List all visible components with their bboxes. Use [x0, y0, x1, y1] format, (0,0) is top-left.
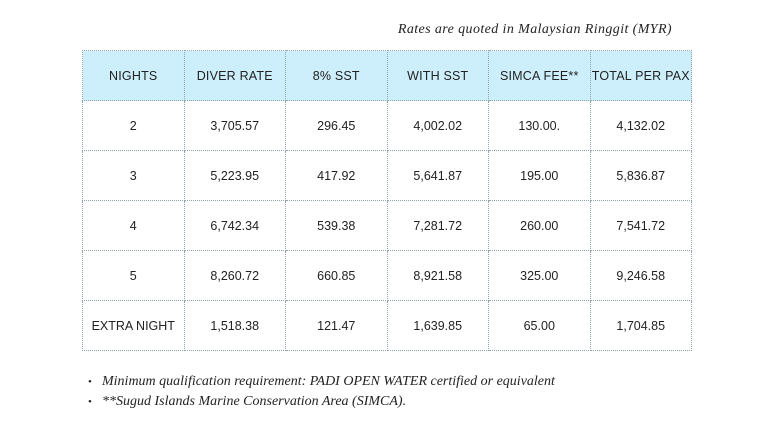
- footnote-text: **Sugud Islands Marine Conservation Area…: [102, 394, 407, 409]
- cell-nights: 3: [82, 150, 185, 201]
- cell-simca-fee: 325.00: [488, 250, 591, 301]
- cell-nights: 2: [82, 100, 185, 151]
- footnote-simca: • **Sugud Islands Marine Conservation Ar…: [88, 392, 555, 412]
- footnote-text: Minimum qualification requirement: PADI …: [102, 374, 555, 389]
- header-nights: NIGHTS: [82, 50, 185, 101]
- table-row: 3 5,223.95 417.92 5,641.87 195.00 5,836.…: [82, 150, 692, 201]
- cell-diver-rate: 8,260.72: [183, 250, 286, 301]
- header-diver-rate: DIVER RATE: [183, 50, 286, 101]
- header-with-sst: WITH SST: [386, 50, 489, 101]
- table-row: 2 3,705.57 296.45 4,002.02 130.00. 4,132…: [82, 100, 692, 151]
- table-header-row: NIGHTS DIVER RATE 8% SST WITH SST SIMCA …: [82, 50, 692, 101]
- cell-nights: 4: [82, 200, 185, 251]
- cell-simca-fee: 65.00: [488, 300, 591, 351]
- table-row: 4 6,742.34 539.38 7,281.72 260.00 7,541.…: [82, 200, 692, 251]
- cell-simca-fee: 195.00: [488, 150, 591, 201]
- bullet-icon: •: [88, 376, 92, 388]
- rates-table: NIGHTS DIVER RATE 8% SST WITH SST SIMCA …: [82, 50, 692, 351]
- cell-total-per-pax: 9,246.58: [589, 250, 692, 301]
- cell-nights: EXTRA NIGHT: [82, 300, 185, 351]
- footnotes-list: • Minimum qualification requirement: PAD…: [88, 372, 555, 412]
- footnote-qualification: • Minimum qualification requirement: PAD…: [88, 372, 555, 392]
- currency-note: Rates are quoted in Malaysian Ringgit (M…: [397, 22, 672, 37]
- cell-sst: 660.85: [285, 250, 388, 301]
- header-total-per-pax: TOTAL PER PAX: [589, 50, 692, 101]
- cell-with-sst: 5,641.87: [386, 150, 489, 201]
- cell-total-per-pax: 1,704.85: [589, 300, 692, 351]
- cell-sst: 121.47: [285, 300, 388, 351]
- header-simca-fee: SIMCA FEE**: [488, 50, 591, 101]
- cell-with-sst: 1,639.85: [386, 300, 489, 351]
- table-row: EXTRA NIGHT 1,518.38 121.47 1,639.85 65.…: [82, 300, 692, 351]
- cell-diver-rate: 1,518.38: [183, 300, 286, 351]
- cell-total-per-pax: 4,132.02: [589, 100, 692, 151]
- cell-simca-fee: 260.00: [488, 200, 591, 251]
- cell-sst: 296.45: [285, 100, 388, 151]
- header-sst: 8% SST: [285, 50, 388, 101]
- cell-with-sst: 8,921.58: [386, 250, 489, 301]
- cell-simca-fee: 130.00.: [488, 100, 591, 151]
- cell-total-per-pax: 7,541.72: [589, 200, 692, 251]
- bullet-icon: •: [88, 396, 92, 408]
- cell-diver-rate: 3,705.57: [183, 100, 286, 151]
- cell-with-sst: 4,002.02: [386, 100, 489, 151]
- cell-sst: 539.38: [285, 200, 388, 251]
- cell-diver-rate: 6,742.34: [183, 200, 286, 251]
- cell-sst: 417.92: [285, 150, 388, 201]
- table-row: 5 8,260.72 660.85 8,921.58 325.00 9,246.…: [82, 250, 692, 301]
- cell-nights: 5: [82, 250, 185, 301]
- cell-diver-rate: 5,223.95: [183, 150, 286, 201]
- cell-with-sst: 7,281.72: [386, 200, 489, 251]
- cell-total-per-pax: 5,836.87: [589, 150, 692, 201]
